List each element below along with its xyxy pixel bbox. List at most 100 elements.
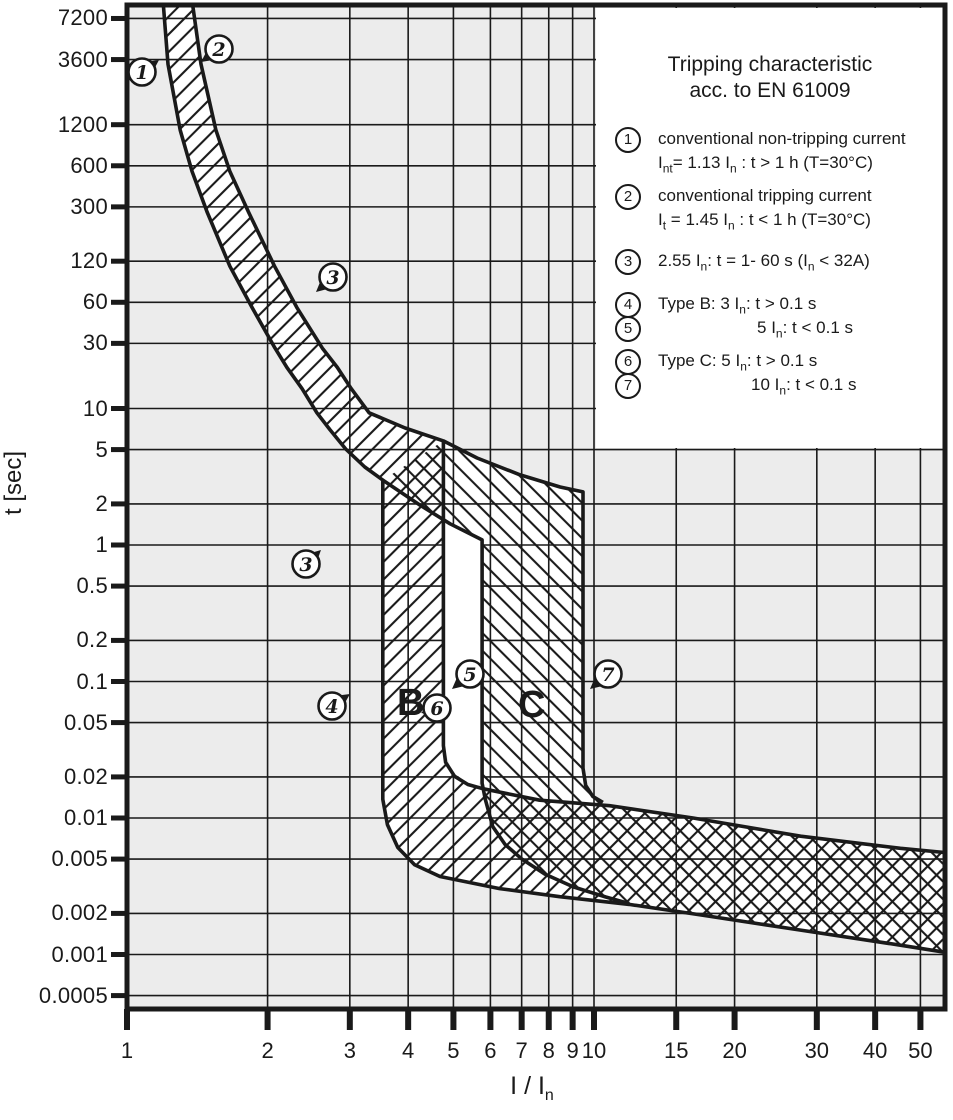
y-tick-mark <box>111 501 127 507</box>
subscript: n <box>740 359 747 374</box>
x-tick-mark <box>545 1009 552 1030</box>
y-axis-title: t [sec] <box>0 450 27 516</box>
x-tick-mark <box>264 1009 271 1030</box>
legend-title-line2: acc. to EN 61009 <box>689 79 851 102</box>
y-tick-mark <box>111 163 127 169</box>
legend-item-text-4: Type B: 3 In: t > 0.1 s <box>658 294 817 317</box>
x-tick-mark <box>569 1009 576 1030</box>
subscript: n <box>775 326 783 341</box>
curve-callout-markers: 1 2 3 3 4 56 7 <box>127 34 623 723</box>
x-axis-title-sub: n <box>544 1087 554 1104</box>
x-tick-label: 20 <box>722 1038 747 1063</box>
subscript: n <box>807 259 815 274</box>
x-tick-label: 15 <box>663 1038 689 1063</box>
marker-circle-5 <box>455 659 485 689</box>
x-tick-mark <box>487 1009 494 1030</box>
legend-item-text-5: 5 In: t < 0.1 s <box>757 318 854 341</box>
y-tick-label: 1 <box>95 532 108 557</box>
y-tick-label: 0.001 <box>51 941 108 967</box>
y-tick-label: 30 <box>82 330 108 356</box>
x-tick-mark <box>405 1009 412 1030</box>
y-tick-mark <box>111 583 127 589</box>
marker-circle-2 <box>204 34 234 64</box>
legend-item-text-3: 2.55 In: t = 1- 60 s (In < 32A) <box>658 251 870 274</box>
y-tick-mark <box>111 856 127 862</box>
x-tick-mark <box>124 1009 130 1030</box>
band-gap-cover <box>443 521 483 787</box>
legend-box <box>596 8 943 448</box>
legend-item-number-4: 4 <box>615 292 641 318</box>
legend-item-number-1: 1 <box>615 127 641 153</box>
y-tick-label: 1200 <box>57 111 108 137</box>
x-tick-label: 9 <box>566 1038 579 1063</box>
marker-circle-4 <box>317 691 347 721</box>
y-tick-label: 0.02 <box>63 763 108 789</box>
legend-item-text-1: conventional non-tripping current <box>658 129 906 148</box>
y-tick-mark <box>111 679 127 684</box>
legend-item-text-7: 10 In: t < 0.1 s <box>751 375 857 398</box>
legend-item-number-2: 2 <box>615 184 641 210</box>
legend-item-number-7: 7 <box>615 373 641 399</box>
marker-circle-6 <box>422 693 452 723</box>
y-tick-mark <box>111 340 127 346</box>
marker-digit-5: 5 <box>463 664 476 686</box>
subscript: n <box>739 302 746 317</box>
legend-item-number-3: 3 <box>615 249 641 275</box>
marker-digit-3: 3 <box>299 554 312 576</box>
type-b-lower-boundary <box>161 5 945 954</box>
y-tick-label: 0.2 <box>76 627 108 653</box>
subscript: n <box>728 218 735 233</box>
y-tick-label: 3600 <box>57 46 108 72</box>
legend-item-text-2: It = 1.45 In : t < 1 h (T=30°C) <box>658 210 871 233</box>
region-label-b: B <box>397 682 425 724</box>
y-tick-mark <box>111 815 127 821</box>
x-axis-title-main: I / I <box>510 1072 545 1100</box>
y-tick-label: 5 <box>95 436 108 462</box>
region-label-c: C <box>518 684 546 726</box>
y-tick-label: 0.5 <box>76 573 108 599</box>
subscript: nt <box>662 161 673 176</box>
y-tick-label: 60 <box>82 289 108 315</box>
x-tick-label: 4 <box>402 1038 415 1063</box>
x-tick-label: 8 <box>542 1038 555 1063</box>
subscript: t <box>662 218 667 233</box>
subscript: n <box>700 259 708 274</box>
y-tick-label: 0.005 <box>51 846 108 872</box>
marker-digit-1: 1 <box>135 62 148 84</box>
x-axis-title: I / In <box>462 1072 602 1105</box>
band-hatch-fills <box>163 5 945 953</box>
y-tick-mark <box>111 910 127 916</box>
y-tick-mark <box>111 258 127 264</box>
type-c-lower-boundary <box>381 478 630 906</box>
legend-title-line1: Tripping characteristic <box>667 53 873 76</box>
marker-circle-3 <box>291 549 321 579</box>
type-c-band-hatch <box>382 440 945 953</box>
axis-tick-marks <box>111 15 924 1030</box>
y-tick-mark <box>111 774 127 780</box>
x-tick-label: 50 <box>908 1038 933 1063</box>
x-tick-mark <box>872 1009 879 1030</box>
legend-item-text-1: Int= 1.13 In : t > 1 h (T=30°C) <box>658 153 873 176</box>
x-tick-mark <box>346 1009 353 1030</box>
x-tick-mark <box>518 1009 525 1030</box>
marker-digit-3: 3 <box>326 267 339 289</box>
x-tick-label: 3 <box>343 1038 356 1063</box>
legend-item-number-5: 5 <box>615 316 641 342</box>
y-tick-mark <box>111 57 127 63</box>
x-tick-label: 6 <box>484 1038 497 1063</box>
y-tick-label: 600 <box>70 152 108 178</box>
marker-circle-3 <box>318 262 348 292</box>
y-tick-label: 0.1 <box>76 668 108 694</box>
x-tick-mark <box>591 1009 597 1030</box>
y-tick-mark <box>111 299 127 305</box>
x-tick-label: 10 <box>581 1038 607 1063</box>
y-tick-label: 0.05 <box>63 709 108 735</box>
x-tick-label: 2 <box>261 1038 274 1063</box>
type-c-upper-boundary <box>442 439 604 804</box>
y-tick-mark <box>111 122 127 128</box>
marker-digit-2: 2 <box>211 39 225 61</box>
x-tick-mark <box>450 1009 457 1030</box>
subscript: n <box>729 161 737 176</box>
